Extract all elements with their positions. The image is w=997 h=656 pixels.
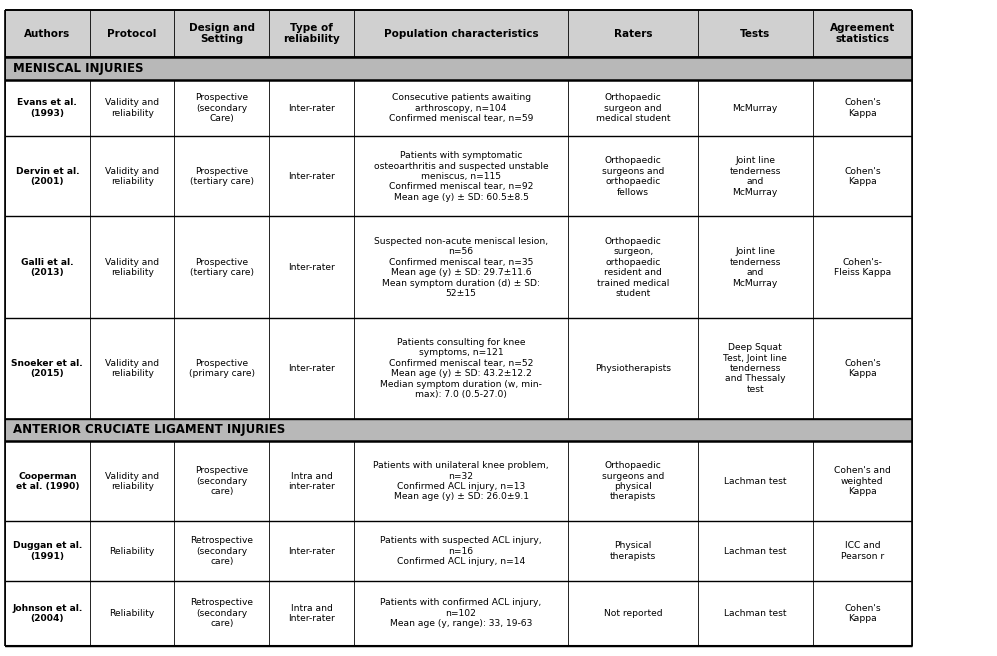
Text: Suspected non-acute meniscal lesion,
n=56
Confirmed meniscal tear, n=35
Mean age: Suspected non-acute meniscal lesion, n=5… (374, 237, 548, 298)
Text: Inter-rater: Inter-rater (288, 172, 335, 181)
Text: Patients with symptomatic
osteoarthritis and suspected unstable
meniscus, n=115
: Patients with symptomatic osteoarthritis… (374, 151, 548, 202)
Text: Intra and
Inter-rater: Intra and Inter-rater (288, 604, 335, 623)
Text: Physiotherapists: Physiotherapists (595, 364, 671, 373)
Text: Retrospective
(secondary
care): Retrospective (secondary care) (190, 536, 253, 566)
Text: Consecutive patients awaiting
arthroscopy, n=104
Confirmed meniscal tear, n=59: Consecutive patients awaiting arthroscop… (389, 93, 533, 123)
Text: Lachman test: Lachman test (724, 477, 787, 486)
Text: Reliability: Reliability (110, 546, 155, 556)
Text: Validity and
reliability: Validity and reliability (105, 98, 160, 118)
Text: Validity and
reliability: Validity and reliability (105, 258, 160, 277)
Bar (5, 136, 912, 216)
Bar (5, 318, 912, 419)
Text: Snoeker et al.
(2015): Snoeker et al. (2015) (12, 359, 83, 379)
Text: Duggan et al.
(1991): Duggan et al. (1991) (13, 541, 82, 561)
Text: Validity and
reliability: Validity and reliability (105, 167, 160, 186)
Text: Deep Squat
Test, Joint line
tenderness
and Thessaly
test: Deep Squat Test, Joint line tenderness a… (723, 343, 788, 394)
Bar (5, 216, 912, 318)
Text: Inter-rater: Inter-rater (288, 104, 335, 113)
Text: ANTERIOR CRUCIATE LIGAMENT INJURIES: ANTERIOR CRUCIATE LIGAMENT INJURIES (13, 424, 285, 436)
Text: Orthopaedic
surgeons and
orthopaedic
fellows: Orthopaedic surgeons and orthopaedic fel… (602, 156, 664, 197)
Text: Reliability: Reliability (110, 609, 155, 618)
Bar (5, 522, 912, 581)
Text: Prospective
(tertiary care): Prospective (tertiary care) (189, 167, 254, 186)
Bar (5, 419, 912, 441)
Bar (5, 80, 912, 136)
Text: Validity and
reliability: Validity and reliability (105, 359, 160, 379)
Text: Prospective
(tertiary care): Prospective (tertiary care) (189, 258, 254, 277)
Text: Inter-rater: Inter-rater (288, 263, 335, 272)
Text: Patients with confirmed ACL injury,
n=102
Mean age (y, range): 33, 19-63: Patients with confirmed ACL injury, n=10… (381, 598, 541, 628)
Text: Population characteristics: Population characteristics (384, 28, 538, 39)
Text: McMurray: McMurray (733, 104, 778, 113)
Text: Lachman test: Lachman test (724, 546, 787, 556)
Text: Physical
therapists: Physical therapists (610, 541, 656, 561)
Text: Patients with unilateral knee problem,
n=32
Confirmed ACL injury, n=13
Mean age : Patients with unilateral knee problem, n… (373, 461, 549, 501)
Bar (5, 581, 912, 646)
Bar (5, 57, 912, 80)
Text: Raters: Raters (614, 28, 652, 39)
Text: Type of
reliability: Type of reliability (283, 23, 340, 45)
Text: Not reported: Not reported (604, 609, 662, 618)
Text: Joint line
tenderness
and
McMurray: Joint line tenderness and McMurray (730, 156, 781, 197)
Text: MENISCAL INJURIES: MENISCAL INJURIES (13, 62, 144, 75)
Text: Validity and
reliability: Validity and reliability (105, 472, 160, 491)
Text: Patients consulting for knee
symptoms, n=121
Confirmed meniscal tear, n=52
Mean : Patients consulting for knee symptoms, n… (380, 338, 542, 399)
Text: Cohen's-
Fleiss Kappa: Cohen's- Fleiss Kappa (833, 258, 891, 277)
Text: Cohen's
Kappa: Cohen's Kappa (844, 604, 880, 623)
Text: Prospective
(secondary
care): Prospective (secondary care) (195, 466, 248, 497)
Text: Tests: Tests (740, 28, 771, 39)
Text: Prospective
(secondary
Care): Prospective (secondary Care) (195, 93, 248, 123)
Text: Intra and
inter-rater: Intra and inter-rater (288, 472, 335, 491)
Text: Orthopaedic
surgeon,
orthopaedic
resident and
trained medical
student: Orthopaedic surgeon, orthopaedic residen… (597, 237, 669, 298)
Text: Cohen's
Kappa: Cohen's Kappa (844, 359, 880, 379)
Text: Joint line
tenderness
and
McMurray: Joint line tenderness and McMurray (730, 247, 781, 287)
Text: Agreement
statistics: Agreement statistics (830, 23, 895, 45)
Bar (5, 10, 912, 57)
Text: Orthopaedic
surgeons and
physical
therapists: Orthopaedic surgeons and physical therap… (602, 461, 664, 501)
Text: Prospective
(primary care): Prospective (primary care) (188, 359, 255, 379)
Text: Design and
Setting: Design and Setting (188, 23, 255, 45)
Text: Cohen's
Kappa: Cohen's Kappa (844, 167, 880, 186)
Text: Inter-rater: Inter-rater (288, 364, 335, 373)
Text: Galli et al.
(2013): Galli et al. (2013) (21, 258, 74, 277)
Text: Johnson et al.
(2004): Johnson et al. (2004) (12, 604, 83, 623)
Text: Patients with suspected ACL injury,
n=16
Confirmed ACL injury, n=14: Patients with suspected ACL injury, n=16… (380, 536, 542, 566)
Text: Cohen's and
weighted
Kappa: Cohen's and weighted Kappa (833, 466, 891, 497)
Text: Retrospective
(secondary
care): Retrospective (secondary care) (190, 598, 253, 628)
Text: Inter-rater: Inter-rater (288, 546, 335, 556)
Text: Authors: Authors (24, 28, 71, 39)
Text: Cooperman
et al. (1990): Cooperman et al. (1990) (16, 472, 79, 491)
Text: Cohen's
Kappa: Cohen's Kappa (844, 98, 880, 118)
Text: ICC and
Pearson r: ICC and Pearson r (840, 541, 884, 561)
Text: Evans et al.
(1993): Evans et al. (1993) (17, 98, 78, 118)
Text: Orthopaedic
surgeon and
medical student: Orthopaedic surgeon and medical student (596, 93, 670, 123)
Text: Protocol: Protocol (108, 28, 157, 39)
Text: Dervin et al.
(2001): Dervin et al. (2001) (16, 167, 79, 186)
Text: Lachman test: Lachman test (724, 609, 787, 618)
Bar (5, 441, 912, 522)
